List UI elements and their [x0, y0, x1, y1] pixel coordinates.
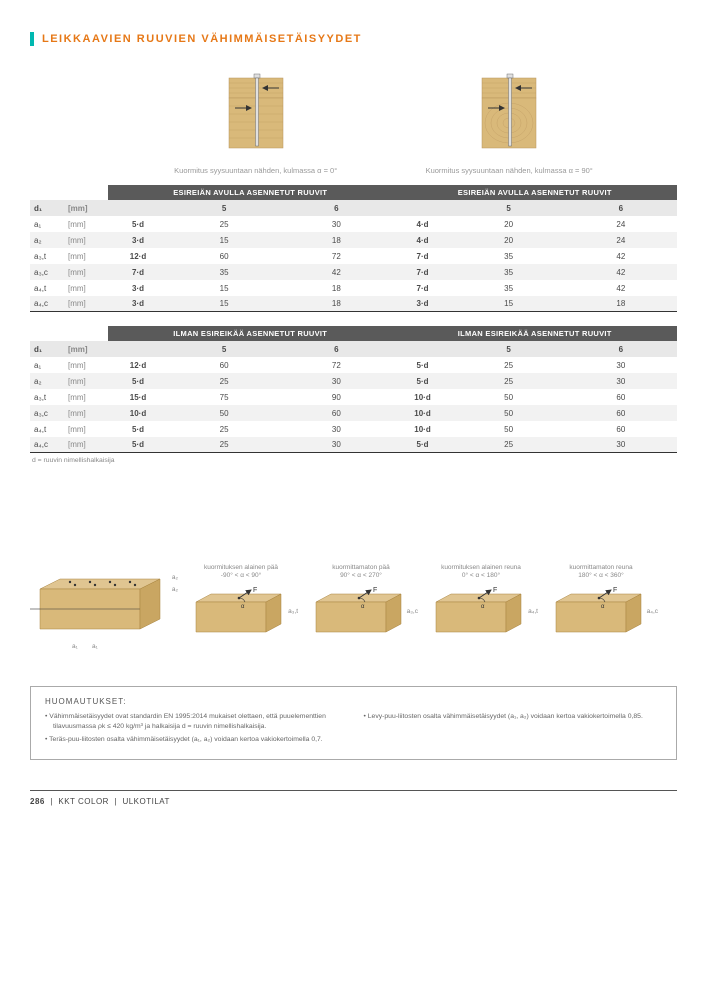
- screw-diagram-0: [221, 68, 291, 158]
- table-row-label: a₂[mm]: [30, 232, 108, 248]
- table-row: 5·d2530: [108, 437, 393, 453]
- table-b-labels: d₁[mm] a₁[mm]a₂[mm]a₃,t[mm]a₃,c[mm]a₄,t[…: [30, 326, 108, 453]
- svg-text:F: F: [253, 587, 257, 594]
- geometry-diagram-caption: kuormittamaton pää90° < α < 270°: [306, 564, 416, 580]
- title-text: LEIKKAAVIEN RUUVIEN VÄHIMMÄISETÄISYYDET: [42, 33, 362, 45]
- page-footer: 286 | KKT COLOR | ULKOTILAT: [30, 790, 677, 806]
- table-row: 3·d1518: [393, 296, 678, 312]
- note-item: Levy-puu-liitosten osalta vähimmäisetäis…: [364, 712, 663, 722]
- diagram-alpha-0: Kuormitus syysuuntaan nähden, kulmassa α…: [174, 68, 337, 175]
- footer-page: 286: [30, 797, 45, 806]
- geometry-diagram-item: kuormituksen alainen reuna0° < α < 180° …: [426, 564, 536, 646]
- screw-diagram-90: [474, 68, 544, 158]
- svg-text:F: F: [493, 587, 497, 594]
- geometry-diagram-label: a₃,t: [288, 608, 298, 615]
- geometry-diagram-label: a₄,c: [647, 608, 658, 615]
- table-row: 7·d3542: [393, 280, 678, 296]
- footer-mid: KKT COLOR: [58, 797, 109, 806]
- geometry-diagram-item: kuormittamaton reuna180° < α < 360° F α …: [546, 564, 656, 646]
- diagram-90-caption: Kuormitus syysuuntaan nähden, kulmassa α…: [426, 166, 593, 175]
- table-row: 5·d2530: [108, 373, 393, 389]
- table-a-labels: d₁[mm] a₁[mm]a₂[mm]a₃,t[mm]a₃,c[mm]a₄,t[…: [30, 185, 108, 312]
- table-row: 7·d3542: [108, 264, 393, 280]
- svg-text:α: α: [241, 604, 245, 610]
- table-row-label: a₄,t[mm]: [30, 421, 108, 437]
- svg-text:α: α: [361, 604, 365, 610]
- table-b-left: ILMAN ESIREIKÄÄ ASENNETUT RUUVIT 56 12·d…: [108, 326, 393, 453]
- svg-text:α: α: [481, 604, 485, 610]
- diagram-0-caption: Kuormitus syysuuntaan nähden, kulmassa α…: [174, 166, 337, 175]
- table-row-label: a₃,t[mm]: [30, 248, 108, 264]
- svg-text:α: α: [601, 604, 605, 610]
- table-row-label: a₃,t[mm]: [30, 389, 108, 405]
- diagram-alpha-90: Kuormitus syysuuntaan nähden, kulmassa α…: [426, 68, 593, 175]
- table-a-left: ESIREIÄN AVULLA ASENNETUT RUUVIT 56 5·d2…: [108, 185, 393, 312]
- table-a-right: ESIREIÄN AVULLA ASENNETUT RUUVIT 56 4·d2…: [393, 185, 678, 312]
- table-row: 5·d2530: [108, 216, 393, 232]
- notes-right-list: Levy-puu-liitosten osalta vähimmäisetäis…: [364, 712, 663, 749]
- notes-title: HUOMAUTUKSET:: [45, 697, 662, 706]
- table-row-label: a₄,t[mm]: [30, 280, 108, 296]
- notes-columns: Vähimmäisetäisyydet ovat standardin EN 1…: [45, 712, 662, 749]
- table-a-header-right: ESIREIÄN AVULLA ASENNETUT RUUVIT: [393, 185, 678, 200]
- d1-label: d₁: [30, 204, 68, 213]
- table-row-label: a₃,c[mm]: [30, 264, 108, 280]
- table-row-label: a₁[mm]: [30, 357, 108, 373]
- tables-container: d₁[mm] a₁[mm]a₂[mm]a₃,t[mm]a₃,c[mm]a₄,t[…: [30, 185, 677, 453]
- geometry-diagram-label: a₄,t: [528, 608, 538, 615]
- page-title: LEIKKAAVIEN RUUVIEN VÄHIMMÄISETÄISYYDET: [30, 32, 677, 46]
- title-accent-bar: [30, 32, 34, 46]
- geometry-diagram-item: kuormituksen alainen pää-90° < α < 90° F…: [186, 564, 296, 646]
- table-row: 10·d5060: [393, 405, 678, 421]
- notes-left-list: Vähimmäisetäisyydet ovat standardin EN 1…: [45, 712, 344, 749]
- table-row-label: a₄,c[mm]: [30, 437, 108, 453]
- table-row: 5·d2530: [393, 437, 678, 453]
- svg-text:F: F: [373, 587, 377, 594]
- table-row-label: a₄,c[mm]: [30, 296, 108, 312]
- table-b-right: ILMAN ESIREIKÄÄ ASENNETUT RUUVIT 56 5·d2…: [393, 326, 678, 453]
- table-with-predrill: d₁[mm] a₁[mm]a₂[mm]a₃,t[mm]a₃,c[mm]a₄,t[…: [30, 185, 677, 312]
- geometry-diagram-item: kuormittamaton pää90° < α < 270° F α a₃,…: [306, 564, 416, 646]
- geometry-diagram-caption: kuormituksen alainen pää-90° < α < 90°: [186, 564, 296, 580]
- table-row: 3·d1518: [108, 296, 393, 312]
- geometry-diagram-caption: kuormittamaton reuna180° < α < 360°: [546, 564, 656, 580]
- geometry-diagram-caption: kuormituksen alainen reuna0° < α < 180°: [426, 564, 536, 580]
- table-row-label: a₃,c[mm]: [30, 405, 108, 421]
- note-item: Vähimmäisetäisyydet ovat standardin EN 1…: [45, 712, 344, 731]
- svg-text:F: F: [613, 587, 617, 594]
- table-row: 10·d5060: [108, 405, 393, 421]
- table-row: 7·d3542: [393, 248, 678, 264]
- table-row: 10·d5060: [393, 421, 678, 437]
- table-row: 4·d2024: [393, 216, 678, 232]
- table-row: 3·d1518: [108, 232, 393, 248]
- table-row: 12·d6072: [108, 248, 393, 264]
- top-diagrams-row: Kuormitus syysuuntaan nähden, kulmassa α…: [130, 68, 637, 175]
- note-d-definition: d = ruuvin nimellishalkaisija: [32, 457, 677, 464]
- table-row: 3·d1518: [108, 280, 393, 296]
- table-row: 4·d2024: [393, 232, 678, 248]
- geometry-diagrams-row: a₂ a₂ a₁ a₁ kuormituksen alainen pää-90°…: [30, 544, 677, 646]
- table-row-label: a₁[mm]: [30, 216, 108, 232]
- table-without-predrill: d₁[mm] a₁[mm]a₂[mm]a₃,t[mm]a₃,c[mm]a₄,t[…: [30, 326, 677, 453]
- table-row: 15·d7590: [108, 389, 393, 405]
- table-row: 5·d2530: [108, 421, 393, 437]
- footer-section: ULKOTILAT: [122, 797, 169, 806]
- geometry-diagram-label: a₃,c: [407, 608, 418, 615]
- notes-box: HUOMAUTUKSET: Vähimmäisetäisyydet ovat s…: [30, 686, 677, 760]
- table-row: 5·d2530: [393, 357, 678, 373]
- geometry-diagram-main: a₂ a₂ a₁ a₁: [30, 544, 180, 646]
- table-row: 10·d5060: [393, 389, 678, 405]
- note-item: Teräs-puu-liitosten osalta vähimmäisetäi…: [45, 735, 344, 745]
- table-row: 5·d2530: [393, 373, 678, 389]
- table-row: 12·d6072: [108, 357, 393, 373]
- table-row: 7·d3542: [393, 264, 678, 280]
- table-row-label: a₂[mm]: [30, 373, 108, 389]
- table-a-header-left: ESIREIÄN AVULLA ASENNETUT RUUVIT: [108, 185, 393, 200]
